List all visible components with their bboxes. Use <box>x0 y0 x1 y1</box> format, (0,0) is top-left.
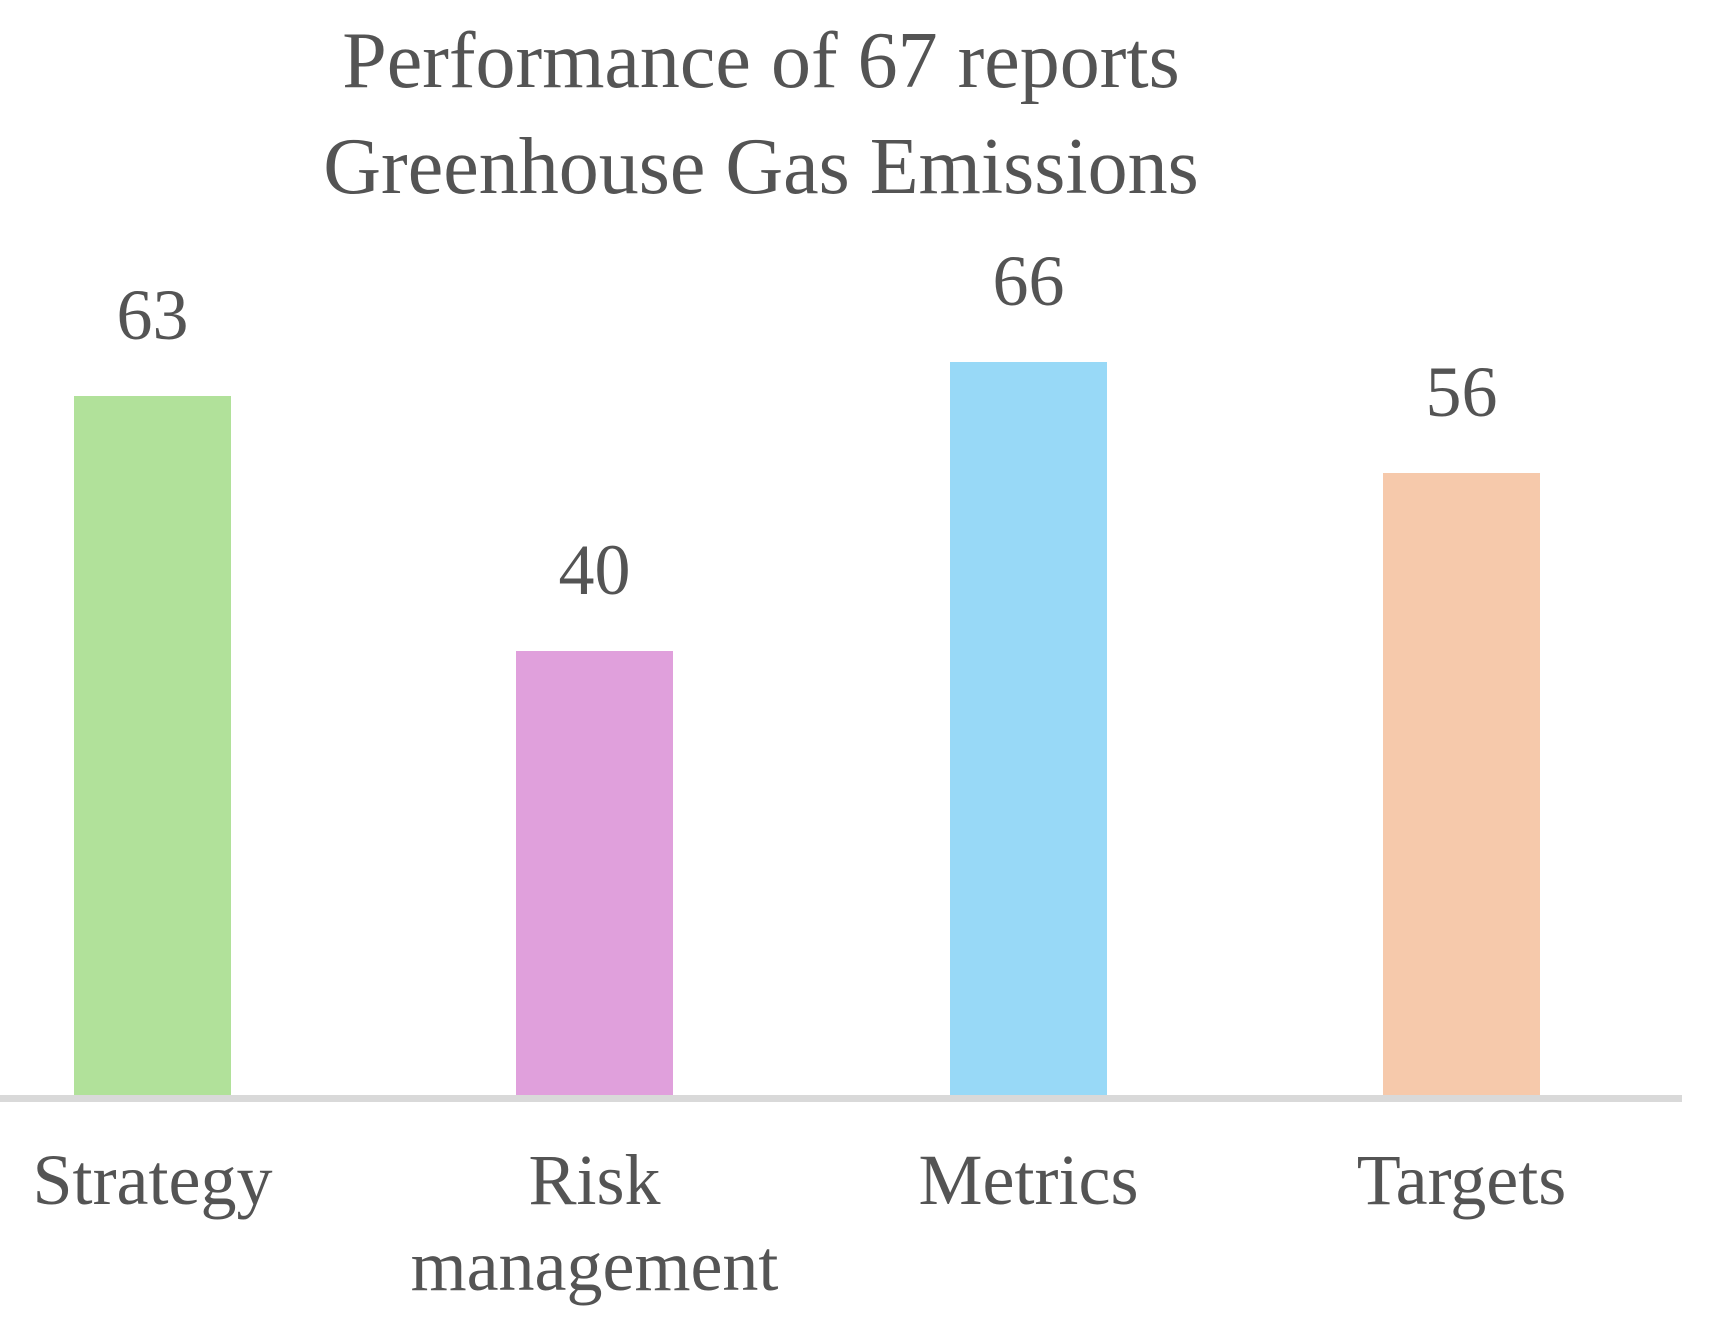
value-label-metrics: 66 <box>992 241 1065 321</box>
chart-title-line1: Performance of 67 reports <box>342 17 1180 105</box>
bar-strategy <box>74 396 231 1095</box>
bar-metrics <box>950 362 1107 1095</box>
bar-targets <box>1383 473 1540 1095</box>
category-label-targets: Targets <box>1356 1140 1567 1220</box>
category-label-strategy: Strategy <box>32 1140 273 1220</box>
value-label-strategy: 63 <box>116 275 189 355</box>
x-axis-line <box>0 1095 1682 1102</box>
value-label-targets: 56 <box>1425 352 1498 432</box>
bar-risk-management <box>516 651 673 1095</box>
chart-title: Performance of 67 reports Greenhouse Gas… <box>0 8 1522 220</box>
chart-title-line2: Greenhouse Gas Emissions <box>323 123 1199 211</box>
category-label-risk-management: Risk management <box>410 1140 779 1306</box>
category-label-metrics: Metrics <box>918 1140 1139 1220</box>
value-label-risk-management: 40 <box>558 530 631 610</box>
